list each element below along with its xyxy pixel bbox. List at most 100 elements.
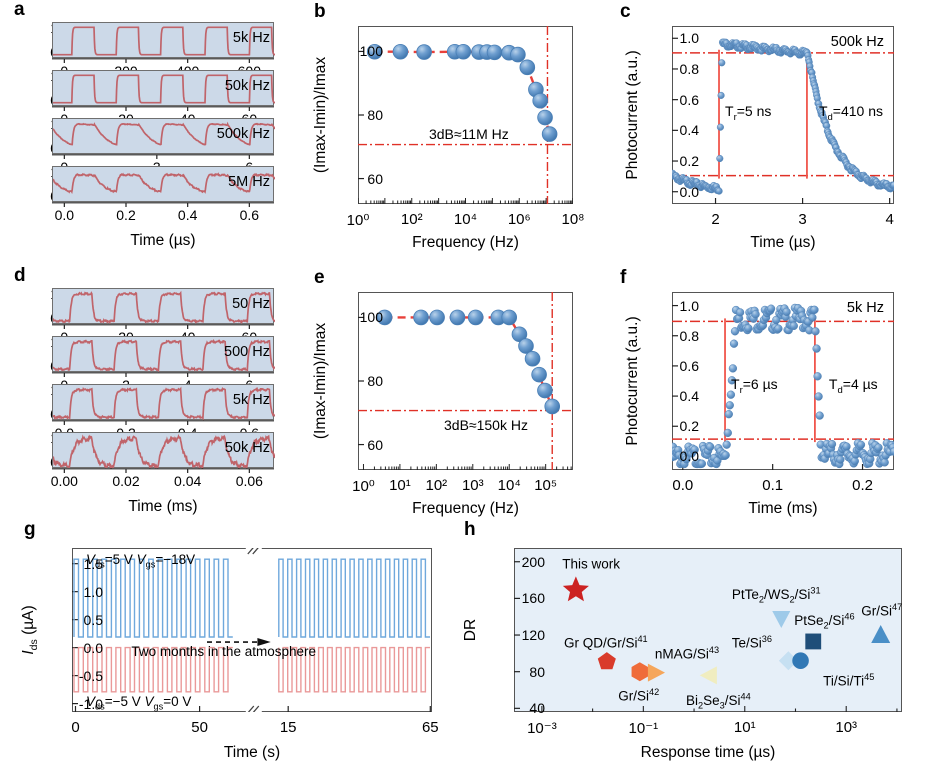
panel-c-ytick-0: 1.0 [679,30,699,47]
panel-g-ylabel: Ids (µA) [20,605,41,655]
panel-e-xtick-1: 10¹ [389,477,411,494]
panel-h-xtick-2: 10¹ [733,719,756,736]
panel-h-plot [514,561,898,712]
panel-g-blue-left [73,558,233,638]
panel-c-decay-annotation: Td=410 ns [818,102,884,123]
panel-g-ytick-4: -0.5 [78,667,103,684]
panel-c-ytick-5: 0.0 [679,183,699,200]
panel-label-f: f [620,267,627,288]
panel-g-ytick-3: 0.0 [83,639,103,656]
panel-h-marker-3 [647,663,666,682]
panel-c-ytick-2: 0.6 [679,91,699,108]
panel-h-point-label-6: Te/Si36 [731,633,772,650]
panel-h-xtick-1: 10⁻¹ [628,720,659,737]
panel-c-ylabel: Photocurrent (a.u.) [624,50,641,180]
panel-h-point-label-3: nMAG/Si43 [654,644,720,661]
panel-d-subplot-3 [52,432,275,469]
panel-e-ytick-2: 60 [367,436,383,453]
panel-c-plot [672,37,894,204]
panel-d-xlabel: Time (ms) [128,498,198,515]
panel-d-freq-label-3: 50k Hz [224,440,270,456]
panel-a-xtick-3-0: 0.0 [54,207,75,223]
panel-a-xtick-3-2: 0.4 [177,207,198,223]
panel-g-plot [72,548,431,712]
panel-h-point-label-1: Gr QD/Gr/Si41 [563,633,648,650]
panel-f-ytick-4: 0.2 [679,418,699,435]
panel-h-marker-6 [778,651,798,671]
panel-label-h: h [464,519,476,540]
panel-e-3db-annotation: 3dB≈150k Hz [444,416,528,433]
panel-h-point-label-7: Ti/Si/Ti45 [823,671,875,688]
panel-a-xaxis-1 [52,106,274,111]
panel-label-c: c [620,1,631,22]
panel-h-xtick-0: 10⁻³ [527,720,557,737]
panel-h-marker-0 [562,576,589,602]
panel-c-ytick-1: 0.8 [679,60,699,77]
panel-a-subplot-0 [52,22,275,58]
panel-e-ylabel: (Imax-Imin)/Imax [312,322,329,440]
panel-h-marker-8 [805,633,822,650]
panel-a-xaxis-3 [52,202,274,207]
panel-b-ytick-0: 100 [359,43,383,60]
panel-f-ytick-0: 1.0 [679,297,699,314]
panel-g-xtick-r-1: 65 [421,719,439,736]
panel-f-ytick-1: 0.8 [679,327,699,344]
panel-h-ytick-4: 40 [529,700,545,717]
panel-b-ylabel: (Imax-Imin)/Imax [312,56,329,174]
panel-d-freq-label-0: 50 Hz [232,296,270,312]
panel-h-marker-7 [792,652,809,669]
panel-a-freq-label-2: 500k Hz [216,126,270,142]
panel-h-marker-5 [772,610,791,629]
panel-e-xtick-4: 10⁴ [497,477,521,494]
panel-a-subplot-1 [52,70,275,106]
panel-b-plot [358,26,573,204]
panel-g-ytick-5: -1.0 [78,695,103,712]
panel-h-point-label-9: Gr/Si47 [861,601,903,619]
panel-h-ytick-1: 160 [521,590,545,607]
panel-a-xtick-3-1: 0.2 [116,207,136,223]
panel-g-xlabel: Time (s) [223,744,281,761]
panel-g-break-note: Two months in the atmosphere [131,644,316,660]
panel-h-ylabel: DR [462,618,479,642]
panel-c-xtick-1: 3 [798,211,807,228]
panel-a-xtick-3-3: 0.6 [239,207,260,223]
panel-b-ytick-1: 80 [367,107,383,123]
panel-d-xaxis-2 [52,420,274,425]
panel-h-marker-1 [597,652,616,670]
panel-d-xaxis-3 [52,468,274,473]
panel-f-xtick-1: 0.1 [762,477,784,494]
panel-f-plot [672,303,894,470]
panel-e-ytick-0: 100 [359,309,383,326]
panel-g-xtick-l-1: 50 [191,719,208,736]
panel-h-point-label-2: Gr/Si42 [618,686,660,703]
panel-h-marker-4 [699,666,717,685]
panel-e-xlabel: Frequency (Hz) [412,500,519,517]
panel-d-xtick-3-0: 0.00 [50,473,78,489]
panel-h-point-label-0: This work [562,556,620,572]
panel-d-subplot-0 [52,288,275,325]
panel-f-xlabel: Time (ms) [748,500,818,517]
panel-e-plot [358,292,573,470]
panel-f-ylabel: Photocurrent (a.u.) [624,316,641,446]
panel-f-rise-annotation: Tr=6 µs [731,375,778,396]
panel-b-3db-annotation: 3dB≈11M Hz [428,125,509,142]
panel-d-xtick-3-2: 0.04 [174,473,202,489]
panel-d-xaxis-0 [52,324,274,329]
panel-a-freq-label-1: 50k Hz [224,78,270,94]
panel-a-subplot-2 [52,118,275,154]
panel-b-xlabel: Frequency (Hz) [412,234,519,251]
panel-g-ytick-0: 1.5 [83,555,103,572]
panel-g-ytick-2: 0.5 [83,611,103,628]
panel-h-ytick-0: 200 [521,553,545,570]
panel-a-subplot-3 [52,166,275,202]
panel-g-xtick-r-0: 15 [279,719,297,736]
panel-d-xtick-3-3: 0.06 [235,473,263,489]
panel-a-freq-label-3: 5M Hz [228,174,270,190]
panel-h-xtick-3: 10³ [835,719,858,736]
panel-g-blue-right [278,558,430,638]
panel-h-ytick-3: 80 [529,663,545,680]
panel-h-xlabel: Response time (µs) [640,744,776,761]
panel-c-freq-label: 500k Hz [830,34,884,50]
panel-d-xtick-3-1: 0.02 [112,473,140,489]
